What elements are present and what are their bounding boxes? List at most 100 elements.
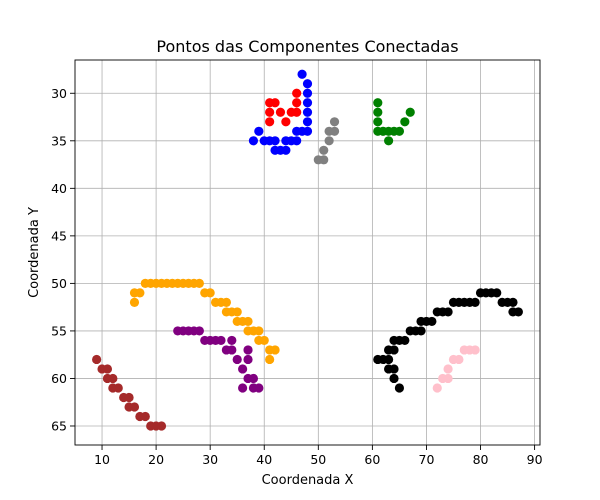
x-tick-label: 90 <box>527 452 543 467</box>
data-point <box>416 326 426 336</box>
data-point <box>254 126 264 136</box>
x-axis-label: Coordenada X <box>262 473 354 488</box>
data-point <box>292 107 302 117</box>
data-point <box>259 136 269 146</box>
series-7 <box>373 288 523 393</box>
data-point <box>265 107 275 117</box>
data-point <box>292 126 302 136</box>
data-point <box>243 354 253 365</box>
y-tick-label: 40 <box>51 181 67 196</box>
data-point <box>389 345 399 355</box>
series-6 <box>92 354 167 431</box>
x-tick-label: 60 <box>364 452 380 467</box>
data-point <box>270 345 280 355</box>
data-point <box>427 316 437 327</box>
data-point <box>389 373 399 384</box>
data-point <box>270 98 280 108</box>
y-axis-label: Coordenada Y <box>27 207 42 298</box>
series-3 <box>373 98 415 146</box>
data-point <box>108 373 118 384</box>
data-point <box>221 297 231 308</box>
x-tick-label: 40 <box>256 452 272 467</box>
data-point <box>400 335 410 346</box>
data-point <box>389 364 399 374</box>
data-point <box>194 326 204 336</box>
data-point <box>292 88 302 98</box>
data-point <box>373 107 383 117</box>
x-tick-label: 50 <box>310 452 326 467</box>
data-point <box>302 88 313 98</box>
data-point <box>302 79 313 89</box>
y-axis-ticks: 30 35 40 45 50 55 60 65 <box>51 86 75 433</box>
y-tick-label: 50 <box>51 276 67 291</box>
data-point <box>129 297 140 308</box>
data-point <box>443 364 453 374</box>
x-tick-label: 30 <box>202 452 218 467</box>
series-4 <box>129 278 280 365</box>
data-point <box>324 136 334 146</box>
data-point <box>248 373 259 384</box>
data-point <box>205 288 215 298</box>
data-point <box>432 383 442 393</box>
data-point <box>373 98 383 108</box>
y-tick-label: 60 <box>51 371 67 386</box>
data-point <box>243 345 253 355</box>
data-point <box>194 278 204 288</box>
data-point <box>281 117 291 127</box>
data-point <box>319 145 329 155</box>
chart-title: Pontos das Componentes Conectadas <box>156 37 458 56</box>
data-point <box>254 326 264 336</box>
data-point <box>265 354 275 365</box>
grid-lines <box>75 60 540 445</box>
data-point <box>265 117 275 127</box>
y-tick-label: 30 <box>51 86 67 101</box>
data-point <box>238 383 248 393</box>
y-tick-label: 55 <box>51 323 67 338</box>
data-point <box>156 421 167 431</box>
data-point <box>124 392 134 403</box>
data-point <box>232 354 242 365</box>
x-tick-label: 10 <box>94 452 110 467</box>
x-tick-label: 70 <box>419 452 435 467</box>
data-point <box>238 364 248 374</box>
data-point <box>232 307 242 317</box>
data-point <box>492 288 502 298</box>
x-axis-ticks: 10 20 30 40 50 60 70 80 90 <box>94 445 543 467</box>
data-point <box>302 107 313 117</box>
data-point <box>216 335 226 346</box>
data-point <box>313 155 323 165</box>
y-tick-label: 45 <box>51 228 67 243</box>
data-point <box>400 117 410 127</box>
data-point <box>508 297 518 308</box>
data-point <box>470 345 480 355</box>
data-point <box>394 126 405 136</box>
series-8 <box>432 345 480 393</box>
data-point <box>454 354 464 365</box>
data-point <box>373 117 383 127</box>
data-point <box>135 288 145 298</box>
data-point <box>270 145 280 155</box>
data-point <box>394 383 405 393</box>
data-point <box>227 345 237 355</box>
series-1 <box>248 69 313 155</box>
series-2 <box>313 117 340 165</box>
data-point <box>443 307 453 317</box>
data-point <box>259 335 269 346</box>
data-point <box>254 383 264 393</box>
data-point <box>384 354 394 365</box>
data-point <box>92 354 102 365</box>
data-point <box>243 316 253 327</box>
data-point <box>102 364 113 374</box>
data-point <box>302 117 313 127</box>
x-tick-label: 80 <box>473 452 489 467</box>
data-point <box>302 98 313 108</box>
y-tick-label: 65 <box>51 418 67 433</box>
plot-frame <box>74 59 541 446</box>
data-point <box>329 117 340 127</box>
data-point <box>113 383 123 393</box>
data-point <box>275 107 286 117</box>
data-point <box>129 402 140 412</box>
data-point <box>443 373 453 384</box>
series-0 <box>265 88 302 127</box>
